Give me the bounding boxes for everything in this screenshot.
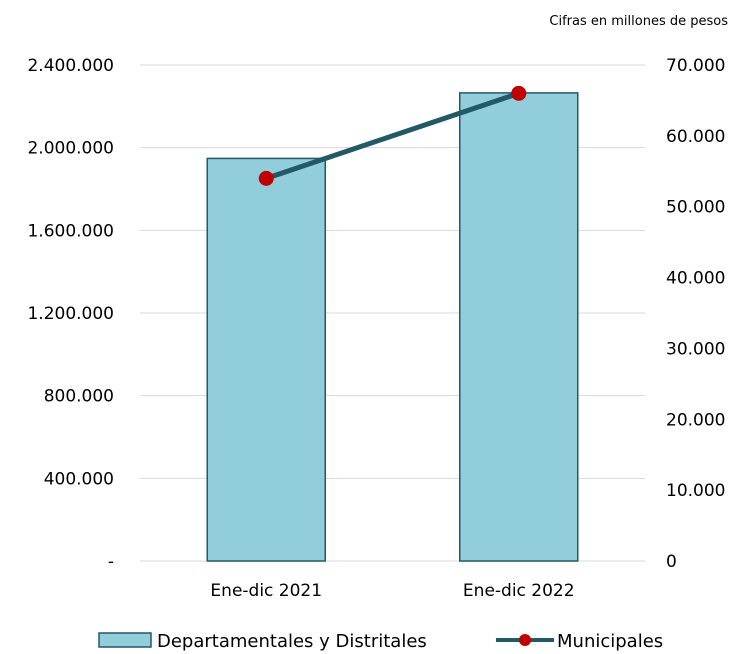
line-point (258, 170, 274, 186)
line-series (258, 85, 527, 186)
bar (459, 92, 579, 562)
right-tick-label: 50.000 (666, 198, 725, 218)
left-tick-label: 2.400.000 (27, 56, 114, 76)
right-tick-label: 40.000 (666, 269, 725, 289)
left-tick-label: 800.000 (44, 387, 114, 407)
bar (206, 157, 326, 562)
right-tick-label: 30.000 (666, 339, 725, 359)
right-tick-label: 70.000 (666, 56, 725, 76)
legend-swatch-marker (519, 634, 531, 646)
legend-label-line: Municipales (557, 631, 663, 652)
legend: Departamentales y Distritales Municipales (98, 631, 663, 652)
line-path (263, 90, 522, 181)
units-note: Cifras en millones de pesos (549, 14, 728, 29)
left-tick-label: - (108, 552, 114, 572)
left-tick-label: 1.600.000 (27, 221, 114, 241)
left-axis-ticks: - 400.000 800.000 1.200.000 1.600.000 2.000.0… (27, 56, 114, 572)
legend-label-bar: Departamentales y Distritales (157, 631, 427, 652)
x-tick-label: Ene-dic 2021 (210, 581, 322, 601)
line-point (511, 85, 527, 101)
x-axis-ticks: Ene-dic 2021 Ene-dic 2022 (210, 581, 574, 601)
bar-series (206, 92, 579, 562)
left-tick-label: 400.000 (44, 469, 114, 489)
left-tick-label: 2.000.000 (27, 139, 114, 159)
right-axis-ticks: 0 10.000 20.000 30.000 40.000 50.000 60.000 70.… (666, 56, 725, 572)
legend-swatch-bar (98, 632, 152, 648)
left-tick-label: 1.200.000 (27, 304, 114, 324)
right-tick-label: 0 (666, 552, 677, 572)
right-tick-label: 10.000 (666, 481, 725, 501)
right-tick-label: 20.000 (666, 410, 725, 430)
right-tick-label: 60.000 (666, 127, 725, 147)
x-tick-label: Ene-dic 2022 (463, 581, 575, 601)
